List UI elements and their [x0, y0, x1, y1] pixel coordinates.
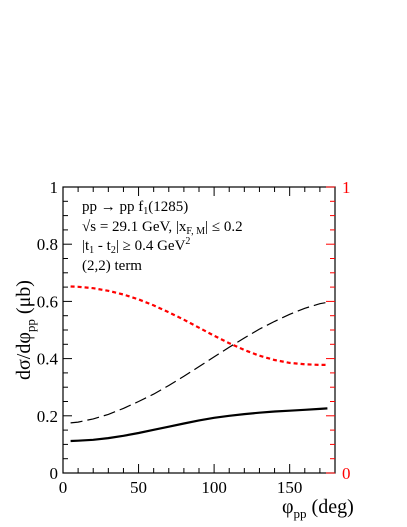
- annotation-line-4: (2,2) term: [82, 258, 142, 274]
- y-axis-title-unit: (μb): [13, 280, 35, 319]
- y-tick-label: 0.4: [37, 350, 59, 369]
- annotation-line-2-a: √s = 29.1 GeV, |x: [82, 219, 187, 235]
- y-axis-title-main: dσ/dφ: [13, 332, 35, 380]
- x-axis-title-sub: pp: [294, 506, 307, 521]
- x-axis-title-main: φ: [282, 496, 294, 518]
- series-layer: [70, 285, 328, 443]
- series-line-dotted: [70, 285, 328, 366]
- annotation-line-3-sup: 2: [185, 236, 190, 247]
- x-axis-title: φpp (deg): [282, 496, 354, 521]
- y2-tick-label: 0: [342, 464, 351, 483]
- axis-ticks: 0 50 100 150 0 0.2 0.4 0.6 0.8 1 0 1: [37, 178, 351, 497]
- y-tick-label: 0: [50, 464, 59, 483]
- annotation-line-1-text: pp → pp f: [82, 199, 143, 215]
- annotation-line-1: pp → pp f1(1285): [82, 199, 188, 217]
- x-tick-label: 100: [201, 478, 227, 497]
- y2-tick-label: 1: [342, 178, 351, 197]
- x-tick-label: 0: [59, 478, 68, 497]
- annotation-block: pp → pp f1(1285) √s = 29.1 GeV, |xF, M| …: [82, 199, 243, 274]
- x-tick-label: 150: [277, 478, 303, 497]
- annotation-line-1-end: (1285): [148, 199, 188, 215]
- x-tick-label: 50: [130, 478, 147, 497]
- annotation-line-2: √s = 29.1 GeV, |xF, M| ≤ 0.2: [82, 219, 243, 237]
- x-axis-title-unit: (deg): [307, 496, 354, 518]
- y-axis-title-sub: pp: [23, 319, 38, 332]
- series-line-solid: [70, 407, 328, 443]
- annotation-line-3-b: | ≥ 0.4 GeV: [116, 238, 186, 254]
- y-tick-label: 0.6: [37, 292, 58, 311]
- annotation-line-3-sub2: 2: [111, 245, 116, 256]
- annotation-line-2-sub: F, M: [186, 226, 205, 237]
- y-tick-label: 0.2: [37, 407, 58, 426]
- series-line-dashed: [70, 301, 328, 424]
- y-tick-label: 1: [50, 178, 59, 197]
- annotation-line-3-mid: - t: [94, 238, 111, 254]
- annotation-line-3-sub1: 1: [89, 245, 94, 256]
- annotation-line-2-b: | ≤ 0.2: [205, 219, 243, 235]
- annotation-line-1-sub: 1: [143, 206, 148, 217]
- y-axis-title: dσ/dφpp (μb): [13, 280, 38, 380]
- annotation-line-3: |t1 - t2| ≥ 0.4 GeV2: [82, 236, 190, 256]
- y-tick-label: 0.8: [37, 235, 58, 254]
- annotation-line-3-a: |t: [82, 238, 90, 254]
